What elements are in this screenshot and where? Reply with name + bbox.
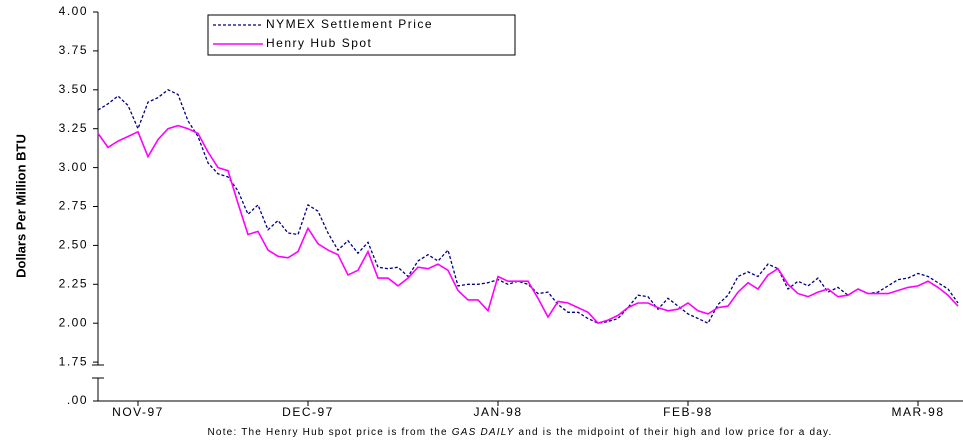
y-tick-label: 1.75 <box>59 354 88 368</box>
y-tick-label: 3.25 <box>59 121 88 135</box>
y-tick-label: 3.50 <box>59 82 88 96</box>
note-text: and is the midpoint of their high and lo… <box>514 427 832 438</box>
legend-box <box>207 14 516 56</box>
x-tick-label: FEB-98 <box>663 405 713 419</box>
y-tick-label: 4.00 <box>59 4 88 18</box>
series-line <box>97 89 959 325</box>
legend-label: Henry Hub Spot <box>266 36 372 50</box>
y-tick-label: 2.25 <box>59 276 88 290</box>
y-tick-label: 2.50 <box>59 238 88 252</box>
x-tick-label: DEC-97 <box>282 405 334 419</box>
x-tick-label: MAR-98 <box>891 405 944 419</box>
y-tick-label: 2.75 <box>59 199 88 213</box>
series-line <box>97 124 959 325</box>
note: Note: The Henry Hub spot price is from t… <box>208 427 833 438</box>
x-tick-label: NOV-97 <box>112 405 164 419</box>
x-tick-label: JAN-98 <box>473 405 522 419</box>
y-tick-label: 3.75 <box>59 43 88 57</box>
y-tick-label: 2.00 <box>59 315 88 329</box>
y-axis-label: Dollars Per Million BTU <box>13 134 28 278</box>
note-text: Note: The Henry Hub spot price is from t… <box>208 427 452 438</box>
note-text: GAS DAILY <box>452 427 515 438</box>
y-tick-label: .00 <box>67 393 88 407</box>
y-tick-label: 3.00 <box>59 160 88 174</box>
legend-label: NYMEX Settlement Price <box>266 17 433 31</box>
